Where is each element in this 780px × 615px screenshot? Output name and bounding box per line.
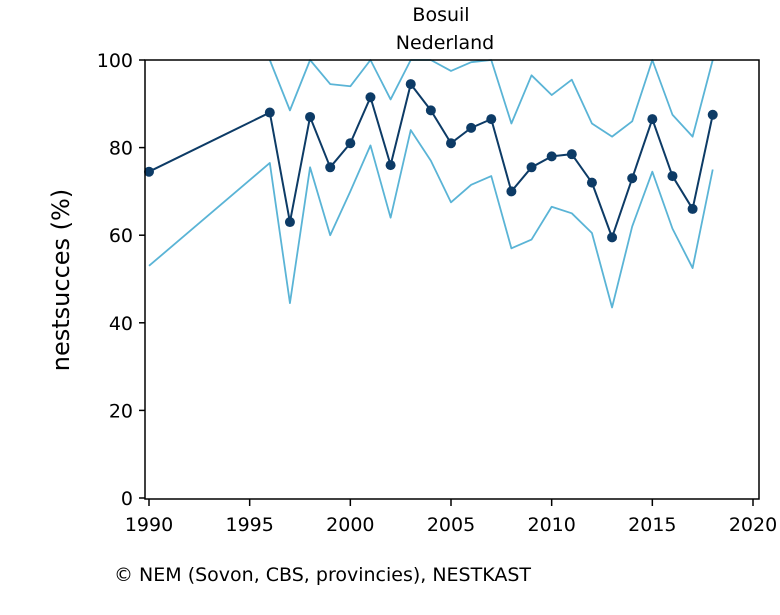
y-tick-label: 80 <box>109 138 133 160</box>
x-tick-label: 2020 <box>729 514 777 536</box>
axis-layer: 0 20 40 60 80 100 1990 1995 2000 2005 2010 2015 2020 <box>97 50 777 536</box>
data-point <box>526 162 537 173</box>
data-point <box>486 114 497 125</box>
y-axis-title: nestsucces (%) <box>47 189 75 371</box>
x-tick-label: 2015 <box>628 514 676 536</box>
data-point <box>264 107 275 118</box>
y-tick-label: 40 <box>109 313 133 335</box>
data-point <box>365 92 376 103</box>
series-layer <box>144 59 718 309</box>
data-point <box>647 114 658 125</box>
y-tick-label: 0 <box>121 488 133 510</box>
x-tick-label: 1990 <box>125 514 173 536</box>
data-point <box>607 232 618 243</box>
data-point <box>345 138 356 149</box>
series-line-estimate <box>148 83 714 239</box>
data-point <box>566 149 577 160</box>
chart-subtitle: Nederland <box>396 32 495 54</box>
data-point <box>687 203 698 214</box>
data-point <box>385 160 396 171</box>
copyright-note: © NEM (Sovon, CBS, provincies), NESTKAST <box>114 564 531 586</box>
y-tick-label: 100 <box>97 50 133 72</box>
x-tick-label: 2010 <box>527 514 575 536</box>
data-point <box>446 138 456 149</box>
y-tick-label: 20 <box>109 400 133 422</box>
data-point <box>506 186 517 197</box>
data-point <box>405 79 416 90</box>
data-point <box>466 122 477 133</box>
data-point <box>546 151 557 162</box>
data-point <box>325 162 336 173</box>
data-point <box>586 177 597 188</box>
chart-title: Bosuil <box>412 4 469 26</box>
y-tick-label: 60 <box>109 225 133 247</box>
x-tick-label: 1995 <box>225 514 273 536</box>
x-tick-label: 2005 <box>427 514 475 536</box>
data-point <box>627 173 638 184</box>
data-point <box>144 166 154 177</box>
plot-frame <box>144 59 760 500</box>
data-point <box>425 105 436 116</box>
series-line-upper <box>268 59 714 138</box>
data-point <box>284 217 295 228</box>
series-line-lower <box>148 129 714 309</box>
data-point <box>667 171 678 182</box>
data-point <box>305 111 316 122</box>
x-tick-label: 2000 <box>326 514 374 536</box>
data-point <box>707 109 718 120</box>
